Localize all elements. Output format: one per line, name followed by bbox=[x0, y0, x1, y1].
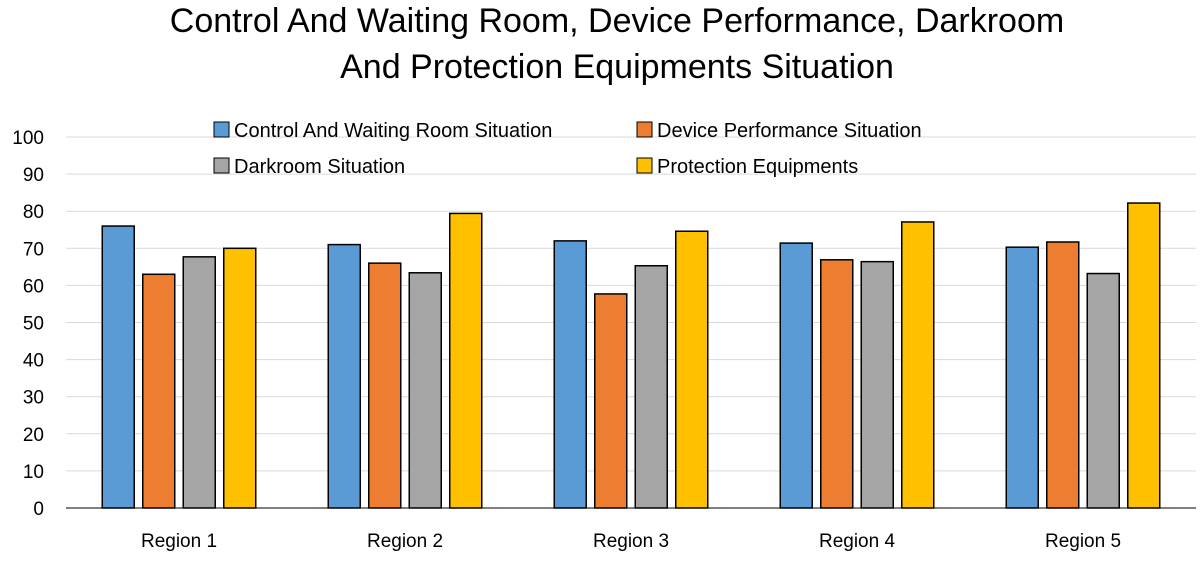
legend-item-2: Device Performance Situation bbox=[636, 120, 922, 142]
x-category-label: Region 2 bbox=[367, 531, 443, 552]
bar-1-3 bbox=[182, 256, 216, 509]
legend-swatch bbox=[636, 121, 653, 138]
bar-2-4 bbox=[449, 212, 483, 509]
legend-item-3: Darkroom Situation bbox=[213, 156, 405, 178]
bar-1-1 bbox=[101, 225, 135, 509]
legend-label: Device Performance Situation bbox=[657, 120, 922, 142]
bar-4-1 bbox=[779, 242, 813, 509]
legend-swatch bbox=[213, 157, 230, 174]
x-axis-category-labels: Region 1 Region 2 Region 3 Region 4 Region 5 bbox=[141, 531, 1121, 552]
x-category-label: Region 3 bbox=[593, 531, 669, 552]
bar-3-3 bbox=[634, 264, 668, 509]
y-tick-label: 90 bbox=[23, 165, 44, 186]
y-axis-tick-labels: 0 10 20 30 40 50 60 70 80 90 100 bbox=[12, 128, 44, 520]
legend: Control And Waiting Room Situation Device… bbox=[213, 120, 922, 178]
bar-2-3 bbox=[408, 272, 442, 509]
x-category-label: Region 4 bbox=[819, 531, 895, 552]
bar-2-1 bbox=[327, 243, 361, 509]
bar-4-4 bbox=[901, 221, 935, 509]
chart-title-line-2: And Protection Equipments Situation bbox=[340, 48, 894, 86]
legend-label: Control And Waiting Room Situation bbox=[234, 120, 552, 142]
bar-3-2 bbox=[594, 293, 628, 509]
bar-3-1 bbox=[553, 240, 587, 509]
bar-4-2 bbox=[820, 259, 854, 509]
y-tick-label: 10 bbox=[23, 462, 44, 483]
y-tick-label: 80 bbox=[23, 202, 44, 223]
bar-5-1 bbox=[1005, 246, 1039, 509]
legend-swatch bbox=[213, 121, 230, 138]
y-tick-label: 70 bbox=[23, 239, 44, 260]
x-category-label: Region 1 bbox=[141, 531, 217, 552]
bar-3-4 bbox=[675, 230, 709, 509]
legend-swatch bbox=[636, 157, 653, 174]
y-tick-label: 0 bbox=[33, 499, 44, 520]
y-tick-label: 20 bbox=[23, 425, 44, 446]
legend-label: Darkroom Situation bbox=[234, 156, 405, 178]
bar-5-4 bbox=[1127, 202, 1161, 509]
bar-1-2 bbox=[142, 273, 176, 509]
y-tick-label: 60 bbox=[23, 276, 44, 297]
legend-item-1: Control And Waiting Room Situation bbox=[213, 120, 552, 142]
y-tick-label: 50 bbox=[23, 314, 44, 335]
bar-2-2 bbox=[368, 262, 402, 509]
bar-4-3 bbox=[860, 260, 894, 509]
chart-title-line-1: Control And Waiting Room, Device Perform… bbox=[170, 2, 1064, 40]
chart-title: Control And Waiting Room, Device Perform… bbox=[170, 2, 1064, 86]
y-tick-label: 30 bbox=[23, 388, 44, 409]
bar-5-2 bbox=[1046, 241, 1080, 509]
legend-item-4: Protection Equipments bbox=[636, 156, 858, 178]
y-tick-label: 40 bbox=[23, 351, 44, 372]
bar-1-4 bbox=[223, 247, 257, 509]
x-category-label: Region 5 bbox=[1045, 531, 1121, 552]
y-tick-label: 100 bbox=[12, 128, 44, 149]
bar-5-3 bbox=[1086, 272, 1120, 509]
legend-label: Protection Equipments bbox=[657, 156, 858, 178]
